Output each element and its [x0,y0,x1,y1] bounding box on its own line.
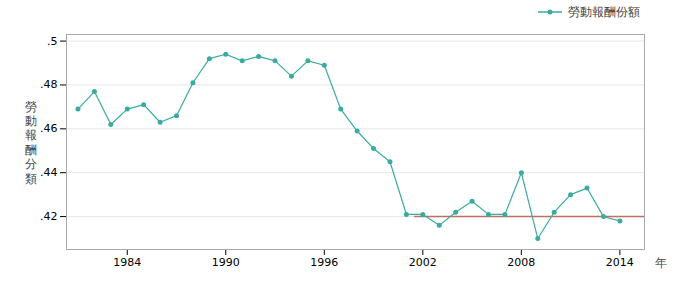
svg-text:勞動報酬分類: 勞動報酬分類 [25,100,37,186]
svg-text:1996: 1996 [310,256,338,269]
svg-text:2008: 2008 [507,256,535,269]
svg-text:.44: .44 [40,166,58,179]
svg-text:.42: .42 [40,210,58,223]
svg-text:1984: 1984 [113,256,141,269]
svg-text:年: 年 [655,256,667,270]
svg-text:.5: .5 [47,35,58,48]
svg-text:.48: .48 [40,78,58,91]
svg-text:2002: 2002 [409,256,437,269]
svg-text:.46: .46 [40,122,58,135]
svg-text:1990: 1990 [212,256,240,269]
html-text:勞動報酬份額: 勞動報酬份額 [568,4,640,19]
svg-text:2014: 2014 [606,256,634,269]
